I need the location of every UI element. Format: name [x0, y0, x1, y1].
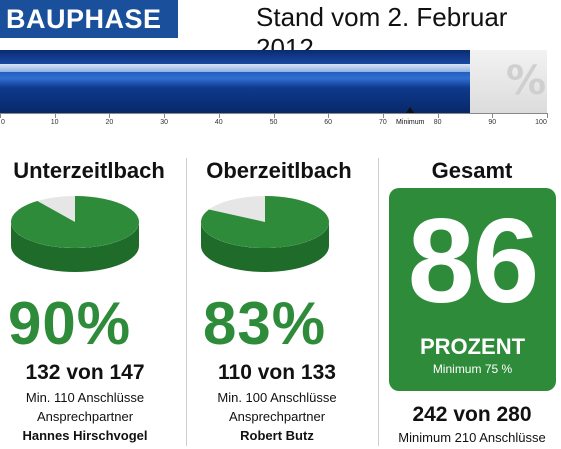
contact-label: Ansprechpartner: [228, 409, 326, 424]
axis-tick-label: 30: [160, 119, 168, 126]
axis-tick-label: 0: [1, 119, 5, 126]
pie-side: [201, 222, 329, 272]
axis-tick: [547, 113, 548, 118]
pie-side: [11, 222, 139, 272]
contact-name: Robert Butz: [240, 428, 314, 443]
total-minimum-line: Minimum 210 Anschlüsse: [398, 430, 546, 445]
contact-label: Ansprechpartner: [36, 409, 134, 424]
total-count: 242 von 280: [412, 403, 532, 426]
pie-chart-oberzeitlbach: [201, 196, 329, 272]
phase-badge: BAUPHASE 2: [0, 0, 178, 72]
column-title: Oberzeitlbach: [206, 158, 352, 183]
column-divider: [378, 158, 379, 446]
axis-tick-label: 50: [269, 119, 278, 126]
column-title: Unterzeitlbach: [13, 158, 165, 183]
count-label: 132 von 147: [25, 361, 145, 384]
axis-tick: [382, 113, 384, 118]
axis-tick-label: 40: [214, 119, 223, 126]
column-title: Gesamt: [431, 158, 513, 183]
column-unterzeitlbach: Unterzeitlbach: [6, 158, 172, 184]
minimum-line: Min. 110 Anschlüsse: [25, 390, 145, 405]
column-oberzeitlbach: Oberzeitlbach: [196, 158, 362, 184]
minimum-label: Minimum: [396, 119, 425, 126]
axis-tick: [109, 113, 111, 118]
axis-tick: [437, 113, 439, 118]
axis-tick-label: 20: [105, 119, 114, 126]
progress-highlight: [0, 63, 471, 72]
axis-tick: [0, 113, 1, 118]
total-number: 86: [407, 194, 539, 328]
minimum-line: Min. 100 Anschlüsse: [217, 390, 337, 405]
axis-tick: [164, 113, 166, 118]
axis-tick: [273, 113, 275, 118]
axis-tick-label: 60: [324, 119, 333, 126]
column-total: Gesamt: [388, 158, 556, 184]
total-minimum: Minimum 75 %: [432, 362, 513, 376]
date-label: Stand vom 2. Februar 2012: [256, 2, 508, 63]
axis-tick: [328, 113, 330, 118]
total-unit: PROZENT: [419, 334, 526, 359]
total-box: 86 PROZENT Minimum 75 %: [389, 188, 556, 391]
axis-tick-label: 70: [378, 119, 387, 126]
axis-tick-label: 10: [50, 119, 59, 126]
axis-tick-label: 80: [433, 119, 442, 126]
percent-symbol: %: [506, 58, 547, 104]
minimum-marker: [406, 107, 415, 113]
progress-fill: [0, 50, 471, 113]
pie-chart-unterzeitlbach: [10, 196, 139, 272]
axis-tick: [492, 113, 494, 118]
progress-axis: 0 10 20 30 40 50 60 70 80 90 100 Minimum: [0, 107, 548, 135]
percent-value: 90%: [8, 290, 132, 357]
progress-bar: %: [0, 50, 547, 113]
percent-value: 83%: [203, 290, 327, 357]
count-label: 110 von 133: [218, 361, 336, 384]
axis-tick: [54, 113, 56, 118]
column-divider: [186, 158, 187, 446]
pie-value-slice: [201, 196, 329, 248]
axis-tick-label: 90: [488, 119, 497, 126]
axis-tick-label: 100: [535, 119, 547, 126]
axis-tick: [218, 113, 220, 118]
contact-name: Hannes Hirschvogel: [22, 428, 148, 443]
pie-value-slice: [10, 196, 139, 248]
